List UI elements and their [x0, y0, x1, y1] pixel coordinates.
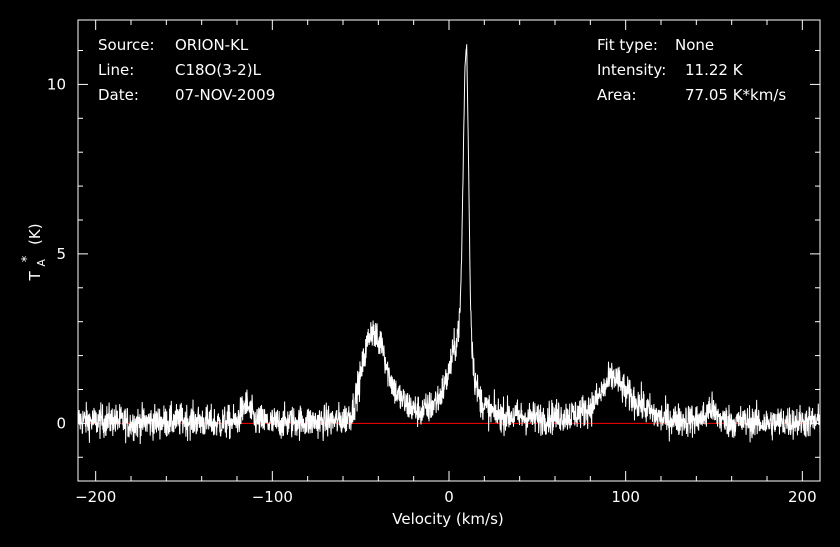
y-axis-label: T A * (K) [17, 223, 49, 281]
info-line-value: C18O(3-2)L [175, 61, 262, 79]
info-date-key: Date: [98, 86, 139, 104]
spectrum-line [77, 44, 821, 444]
x-tick-label: 0 [444, 488, 454, 506]
info-intensity-key: Intensity: [597, 61, 666, 79]
y-tick-label: 10 [47, 75, 66, 93]
info-line-key: Line: [98, 61, 134, 79]
y-tick-label: 5 [56, 245, 66, 263]
x-tick-label: 200 [788, 488, 817, 506]
y-tick-label: 0 [56, 414, 66, 432]
svg-text:T A *: T A * (K) [17, 223, 49, 281]
info-intensity-value: 11.22 K [685, 61, 744, 79]
x-axis-label: Velocity (km/s) [392, 510, 503, 528]
info-source-key: Source: [98, 36, 155, 54]
x-tick-label: 100 [611, 488, 640, 506]
y-axis-label-sup: * [20, 255, 35, 262]
info-area-key: Area: [597, 86, 637, 104]
x-tick-label: −100 [252, 488, 293, 506]
info-area-value: 77.05 K*km/s [685, 86, 786, 104]
y-axis-label-unit: (K) [26, 223, 44, 245]
y-axis-label-symbol: T [26, 271, 44, 282]
info-fittype-key: Fit type: [597, 36, 658, 54]
info-source-value: ORION-KL [175, 36, 249, 54]
info-fittype-value: None [675, 36, 714, 54]
info-date-value: 07-NOV-2009 [175, 86, 275, 104]
y-axis-label-sub: A [35, 259, 48, 267]
x-tick-label: −200 [75, 488, 116, 506]
